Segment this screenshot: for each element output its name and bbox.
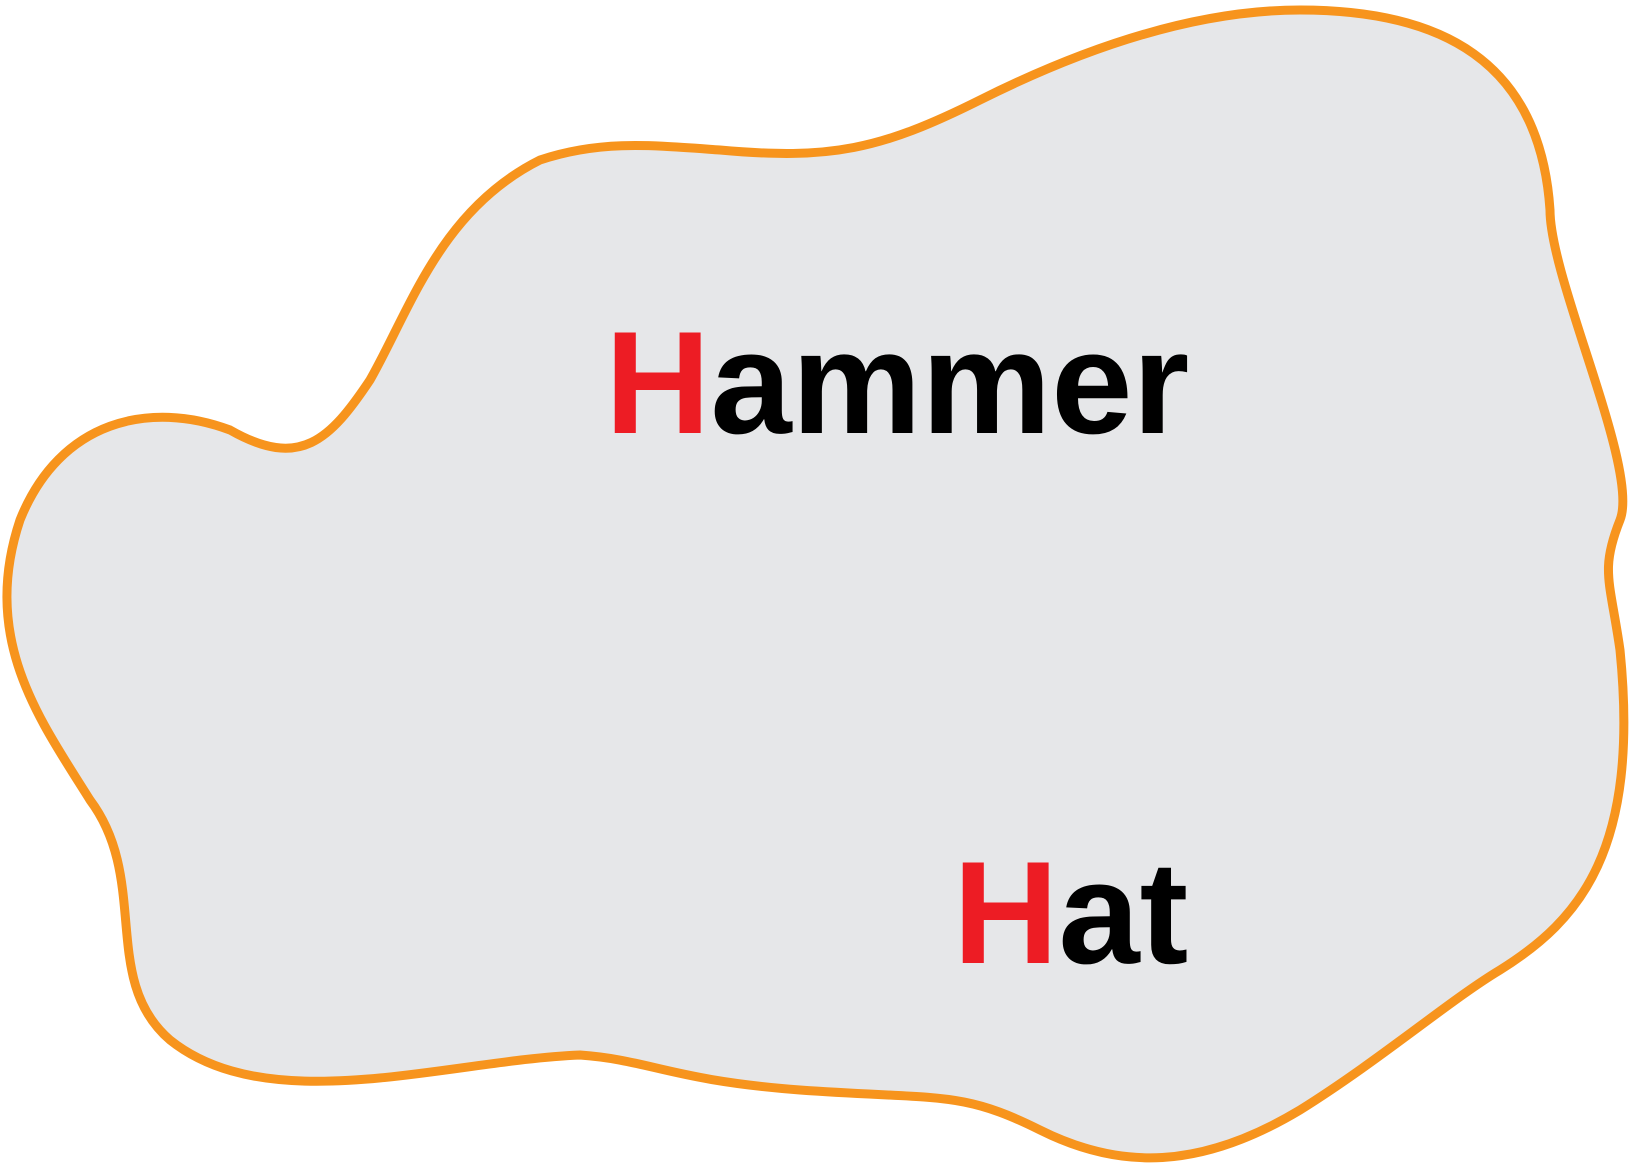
word-remainder: ammer xyxy=(710,301,1190,464)
highlighted-initial-letter: H xyxy=(605,301,711,464)
highlighted-initial-letter: H xyxy=(953,831,1059,994)
word-hat: Hat xyxy=(953,840,1188,986)
word-remainder: at xyxy=(1058,831,1189,994)
word-hammer: Hammer xyxy=(605,310,1189,456)
blob-region xyxy=(2,5,1629,1163)
